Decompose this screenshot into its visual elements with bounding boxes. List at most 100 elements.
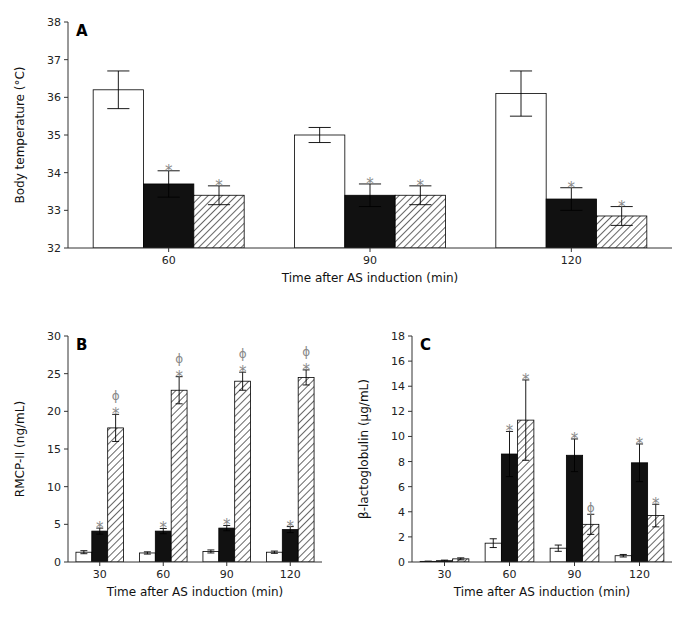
y-tick bbox=[408, 336, 412, 337]
significance-mark: * bbox=[417, 177, 425, 195]
significance-mark: ϕ bbox=[175, 352, 183, 366]
y-tick-label: 0 bbox=[398, 556, 405, 569]
y-tick-label: 4 bbox=[398, 506, 405, 519]
x-tick bbox=[290, 562, 291, 566]
error-bar bbox=[80, 551, 87, 554]
x-tick-label: 30 bbox=[438, 568, 452, 581]
panel: *****ϕ*ϕ*ϕ*ϕ051015202530306090120Time af… bbox=[13, 330, 322, 599]
significance-mark: ϕ bbox=[239, 347, 247, 361]
significance-mark: * bbox=[302, 361, 310, 379]
y-tick-label: 30 bbox=[47, 330, 61, 343]
significance-mark: * bbox=[618, 198, 626, 216]
y-tick bbox=[408, 536, 412, 537]
bar bbox=[76, 552, 92, 562]
x-tick bbox=[444, 562, 445, 566]
error-bar bbox=[490, 539, 497, 548]
figure: ******323334353637386090120Time after AS… bbox=[0, 0, 689, 627]
y-tick bbox=[408, 511, 412, 512]
y-tick-label: 6 bbox=[398, 481, 405, 494]
annotations: ****ϕ* bbox=[506, 371, 660, 515]
error-bar bbox=[309, 127, 331, 142]
y-tick bbox=[64, 486, 68, 487]
y-tick bbox=[64, 97, 68, 98]
significance-mark: * bbox=[223, 516, 231, 534]
y-tick bbox=[64, 336, 68, 337]
error-bar bbox=[587, 514, 594, 534]
y-tick-label: 33 bbox=[47, 204, 61, 217]
x-tick-label: 60 bbox=[503, 568, 517, 581]
significance-mark: * bbox=[165, 162, 173, 180]
error-bar bbox=[555, 545, 562, 551]
y-tick-label: 38 bbox=[47, 16, 61, 29]
x-tick bbox=[571, 248, 572, 252]
bar bbox=[235, 381, 251, 562]
bar bbox=[496, 94, 546, 248]
x-tick bbox=[226, 562, 227, 566]
significance-mark: * bbox=[636, 435, 644, 453]
y-tick-label: 34 bbox=[47, 167, 61, 180]
y-tick bbox=[64, 22, 68, 23]
x-tick-label: 90 bbox=[568, 568, 582, 581]
significance-mark: * bbox=[175, 368, 183, 386]
x-tick bbox=[168, 248, 169, 252]
x-tick bbox=[639, 562, 640, 566]
y-tick-label: 0 bbox=[54, 556, 61, 569]
significance-mark: * bbox=[522, 371, 530, 389]
significance-mark: * bbox=[160, 519, 168, 537]
significance-mark: ϕ bbox=[587, 501, 595, 515]
y-tick bbox=[64, 562, 68, 563]
y-tick bbox=[64, 135, 68, 136]
error-bar bbox=[620, 554, 627, 557]
significance-mark: * bbox=[239, 363, 247, 381]
error-bar bbox=[522, 380, 529, 460]
significance-mark: * bbox=[366, 175, 374, 193]
x-tick-label: 120 bbox=[629, 568, 650, 581]
y-tick-label: 10 bbox=[47, 481, 61, 494]
y-tick-label: 5 bbox=[54, 518, 61, 531]
y-tick bbox=[64, 373, 68, 374]
x-tick-label: 120 bbox=[561, 254, 582, 267]
y-tick-label: 8 bbox=[398, 456, 405, 469]
significance-mark: * bbox=[506, 422, 514, 440]
x-tick-label: 30 bbox=[93, 568, 107, 581]
x-tick-label: 90 bbox=[363, 254, 377, 267]
panel: ****ϕ*024681012141618306090120Time after… bbox=[357, 330, 672, 599]
bar bbox=[108, 428, 124, 562]
y-tick-label: 10 bbox=[391, 430, 405, 443]
plot-area bbox=[93, 71, 647, 248]
bar bbox=[139, 553, 155, 562]
y-tick bbox=[64, 59, 68, 60]
bar bbox=[266, 552, 282, 562]
y-tick bbox=[64, 524, 68, 525]
y-axis-label: RMCP-II (ng/mL) bbox=[13, 401, 27, 497]
significance-mark: * bbox=[96, 519, 104, 537]
x-axis bbox=[412, 562, 672, 563]
y-axis bbox=[412, 336, 413, 562]
annotations: *****ϕ*ϕ*ϕ*ϕ bbox=[96, 345, 310, 538]
significance-mark: * bbox=[287, 518, 295, 536]
error-bar bbox=[510, 71, 532, 116]
y-tick-label: 15 bbox=[47, 443, 61, 456]
error-bar bbox=[441, 560, 448, 561]
x-tick bbox=[574, 562, 575, 566]
y-tick-label: 20 bbox=[47, 405, 61, 418]
y-tick-label: 35 bbox=[47, 129, 61, 142]
y-tick-label: 2 bbox=[398, 531, 405, 544]
bar bbox=[295, 135, 345, 248]
y-tick bbox=[64, 248, 68, 249]
y-tick-label: 37 bbox=[47, 54, 61, 67]
bar bbox=[203, 551, 219, 562]
x-axis-label: Time after AS induction (min) bbox=[106, 585, 284, 599]
significance-mark: * bbox=[652, 495, 660, 513]
error-bar bbox=[271, 551, 278, 553]
annotations: ****** bbox=[165, 162, 626, 216]
bar bbox=[566, 455, 582, 562]
y-tick bbox=[408, 361, 412, 362]
y-tick bbox=[64, 449, 68, 450]
panel-label: A bbox=[76, 22, 88, 40]
significance-mark: * bbox=[215, 177, 223, 195]
panel-label: B bbox=[76, 336, 87, 354]
error-bar bbox=[144, 552, 151, 554]
y-tick-label: 18 bbox=[391, 330, 405, 343]
significance-mark: ϕ bbox=[302, 345, 310, 359]
